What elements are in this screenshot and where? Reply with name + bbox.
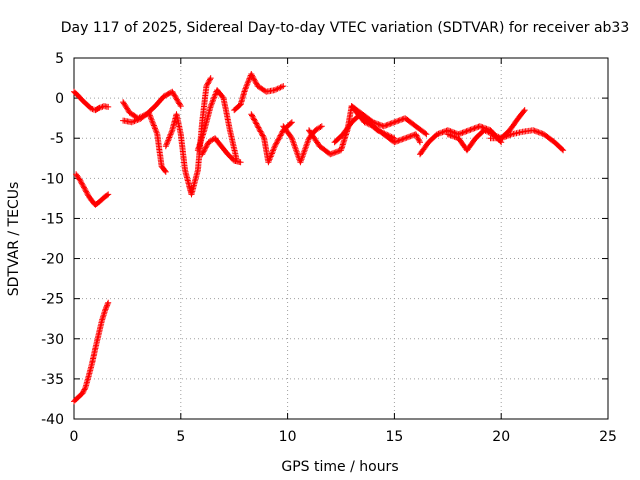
y-tick-label: -20: [41, 252, 64, 268]
series-arc-early-lower: [71, 299, 112, 405]
series-arc-7: [231, 71, 287, 114]
axis-ticks: 0 5 10 15 20 25 5 0 -5 -10 -15 -20 -25 -30 -35 -40: [41, 51, 617, 445]
series-points: [71, 88, 112, 114]
y-tick-label: 0: [55, 91, 64, 107]
series-points: [199, 135, 244, 166]
x-tick-label: 15: [385, 429, 403, 445]
series-arc-13: [370, 123, 423, 146]
series-points: [348, 103, 430, 138]
x-tick-label: 0: [70, 429, 79, 445]
y-tick-label: -35: [41, 372, 64, 388]
y-tick-label: -10: [41, 171, 64, 187]
x-tick-label: 5: [176, 429, 185, 445]
y-tick-label: -40: [41, 412, 64, 428]
data-points: [71, 71, 567, 405]
series-points: [487, 127, 567, 154]
series-points: [231, 71, 287, 114]
series-arc-5: [194, 87, 240, 162]
series-arc-3: [120, 109, 169, 175]
series-arc-16: [487, 127, 567, 154]
series-points: [280, 123, 325, 166]
series-points: [71, 299, 112, 405]
plot-frame: [73, 57, 609, 420]
x-axis-label: GPS time / hours: [281, 459, 398, 475]
x-tick-label: 20: [492, 429, 510, 445]
y-tick-label: -30: [41, 332, 64, 348]
x-tick-label: 10: [279, 429, 297, 445]
y-axis-label: SDTVAR / TECUs: [6, 182, 22, 297]
y-tick-label: -5: [50, 131, 64, 147]
series-points: [370, 123, 423, 146]
series-points: [120, 109, 169, 175]
series-points: [194, 87, 240, 162]
y-tick-label: -25: [41, 292, 64, 308]
series-points: [73, 171, 112, 208]
y-tick-label: -15: [41, 211, 64, 227]
series-arc-12: [348, 103, 430, 138]
x-tick-label: 25: [599, 429, 617, 445]
chart-title: Day 117 of 2025, Sidereal Day-to-day VTE…: [61, 20, 630, 36]
series-arc-9: [280, 123, 325, 166]
y-tick-label: 5: [55, 51, 64, 67]
series-arc-early-upper: [71, 88, 112, 114]
series-arc-early-middle: [73, 171, 112, 208]
series-arc-6: [199, 135, 244, 166]
